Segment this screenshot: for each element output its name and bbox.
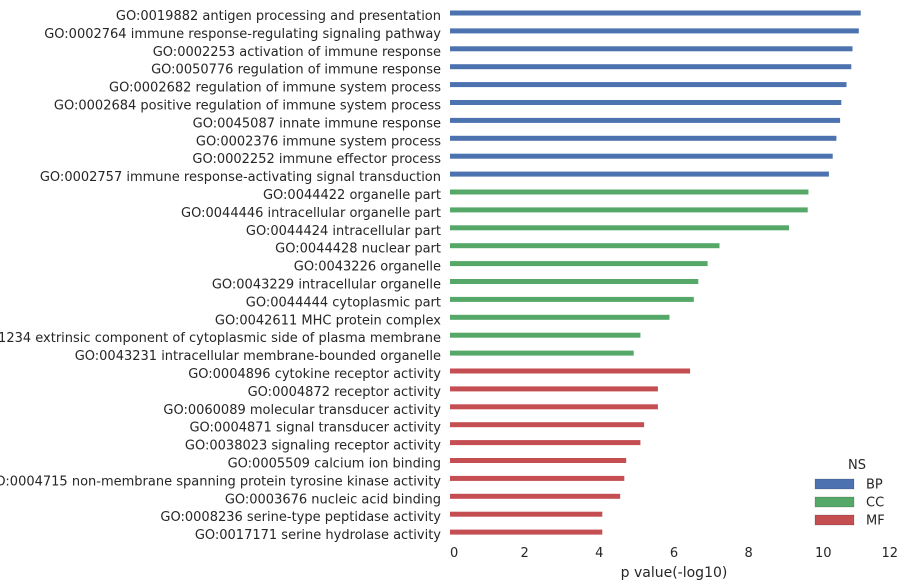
category-label: GO:0004871 signal transducer activity bbox=[189, 421, 441, 436]
bar-mf bbox=[450, 493, 621, 499]
bar-bp bbox=[450, 28, 859, 34]
category-labels: GO:0019882 antigen processing and presen… bbox=[0, 9, 441, 543]
bar-bp bbox=[450, 10, 861, 16]
category-label: GO:0008236 serine-type peptidase activit… bbox=[160, 510, 441, 525]
category-label: GO:0043226 organelle bbox=[294, 260, 441, 275]
x-tick-label: 2 bbox=[521, 546, 529, 561]
category-label: GO:0044446 intracellular organelle part bbox=[181, 206, 441, 221]
category-label: GO:0017171 serine hydrolase activity bbox=[195, 528, 441, 543]
bar-mf bbox=[450, 422, 645, 428]
legend-title: NS bbox=[848, 458, 866, 473]
x-tick-label: 10 bbox=[815, 546, 832, 561]
bar-mf bbox=[450, 386, 658, 392]
legend-swatch-bp bbox=[814, 478, 855, 490]
bar-bp bbox=[450, 64, 852, 70]
category-label: GO:0004896 cytokine receptor activity bbox=[188, 367, 441, 382]
bar-cc bbox=[450, 207, 808, 213]
bar-bp bbox=[450, 82, 847, 88]
bar-cc bbox=[450, 332, 641, 338]
category-label: GO:0002757 immune response-activating si… bbox=[40, 170, 441, 185]
bar-cc bbox=[450, 350, 634, 356]
bar-mf bbox=[450, 511, 603, 517]
x-tick-label: 4 bbox=[595, 546, 603, 561]
category-label: GO:0002252 immune effector process bbox=[192, 152, 441, 167]
x-tick-label: 12 bbox=[881, 546, 898, 561]
bar-bp bbox=[450, 100, 842, 105]
category-label: GO:0044444 cytoplasmic part bbox=[246, 295, 441, 310]
bar-mf bbox=[450, 440, 641, 446]
bar-mf bbox=[450, 475, 625, 481]
bar-cc bbox=[450, 314, 670, 320]
category-label: GO:0005509 calcium ion binding bbox=[228, 457, 441, 472]
x-tick-label: 6 bbox=[670, 546, 678, 561]
bar-cc bbox=[450, 279, 699, 284]
legend: NS BP CC MF bbox=[814, 458, 885, 529]
category-label: GO:0002253 activation of immune response bbox=[153, 45, 441, 60]
legend-swatch-mf bbox=[814, 514, 855, 526]
bar-mf bbox=[450, 458, 627, 463]
category-label: GO:0004872 receptor activity bbox=[248, 385, 442, 400]
legend-swatch-cc bbox=[814, 496, 855, 508]
bar-bp bbox=[450, 117, 841, 123]
legend-label: CC bbox=[866, 496, 884, 511]
x-axis-label: p value(-log10) bbox=[621, 565, 728, 581]
bar-cc bbox=[450, 243, 720, 249]
bars-layer bbox=[450, 10, 861, 535]
category-label: GO:0043231 intracellular membrane-bounde… bbox=[75, 349, 441, 364]
x-tick-label: 0 bbox=[450, 546, 458, 561]
category-label: GO:0050776 regulation of immune response bbox=[151, 63, 441, 78]
bar-mf bbox=[450, 529, 603, 535]
bar-cc bbox=[450, 225, 789, 231]
legend-label: MF bbox=[866, 514, 885, 529]
category-label: GO:0044428 nuclear part bbox=[275, 242, 441, 257]
category-label: GO:0038023 signaling receptor activity bbox=[185, 439, 441, 454]
category-label: GO:0044422 organelle part bbox=[263, 188, 441, 203]
bar-cc bbox=[450, 189, 809, 195]
bar-mf bbox=[450, 404, 658, 410]
category-label: GO:0004715 non-membrane spanning protein… bbox=[0, 474, 441, 489]
category-label: GO:0043229 intracellular organelle bbox=[212, 278, 441, 293]
category-label: GO:0002682 regulation of immune system p… bbox=[109, 81, 441, 96]
category-label: GO:0002376 immune system process bbox=[196, 134, 441, 149]
bar-bp bbox=[450, 46, 853, 52]
bar-cc bbox=[450, 296, 694, 302]
x-axis: 0 2 4 6 8 10 12 bbox=[450, 546, 898, 561]
category-label: GO:0019882 antigen processing and presen… bbox=[116, 9, 441, 24]
category-label: GO:0003676 nucleic acid binding bbox=[225, 492, 441, 507]
category-label: GO:0002764 immune response-regulating si… bbox=[44, 27, 441, 42]
category-label: GO:0042611 MHC protein complex bbox=[215, 313, 441, 328]
bar-bp bbox=[450, 171, 829, 177]
category-label: GO:0031234 extrinsic component of cytopl… bbox=[0, 331, 441, 346]
bar-bp bbox=[450, 135, 837, 141]
category-label: GO:0060089 molecular transducer activity bbox=[163, 403, 441, 418]
bar-mf bbox=[450, 368, 691, 374]
bar-bp bbox=[450, 153, 833, 159]
x-tick-label: 8 bbox=[745, 546, 753, 561]
legend-label: BP bbox=[866, 478, 883, 493]
category-label: GO:0044424 intracellular part bbox=[246, 224, 441, 239]
bar-cc bbox=[450, 261, 708, 267]
category-label: GO:0002684 positive regulation of immune… bbox=[54, 99, 441, 114]
category-label: GO:0045087 innate immune response bbox=[193, 116, 441, 131]
